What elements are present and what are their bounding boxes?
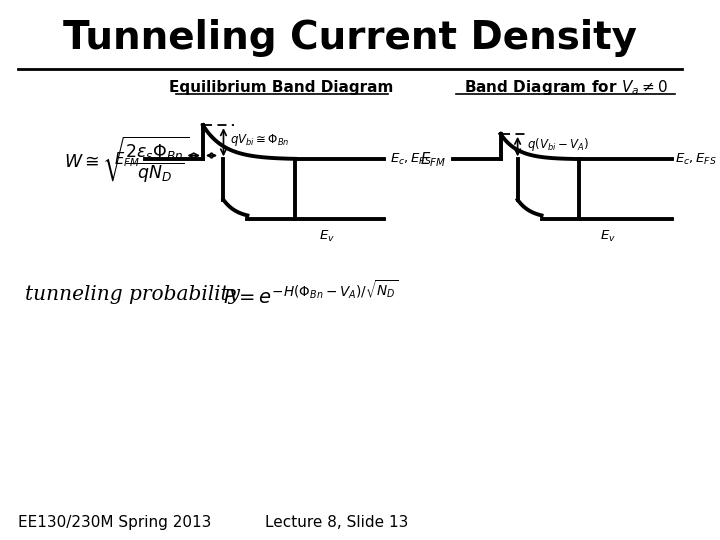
- Text: $qV_{bi}\cong\Phi_{Bn}$: $qV_{bi}\cong\Phi_{Bn}$: [230, 132, 289, 147]
- Text: tunneling probability: tunneling probability: [25, 285, 240, 304]
- Text: $P = e^{-H(\Phi_{Bn}-V_A)/\sqrt{N_D}}$: $P = e^{-H(\Phi_{Bn}-V_A)/\sqrt{N_D}}$: [223, 280, 399, 308]
- Text: Tunneling Current Density: Tunneling Current Density: [63, 19, 637, 57]
- Text: $E_v$: $E_v$: [319, 228, 336, 244]
- Text: $E_v$: $E_v$: [600, 228, 616, 244]
- Text: $E_c, E_{FS}$: $E_c, E_{FS}$: [390, 152, 431, 167]
- Text: Equilibrium Band Diagram: Equilibrium Band Diagram: [169, 80, 394, 95]
- Text: Band Diagram for $V_a\neq0$: Band Diagram for $V_a\neq0$: [464, 78, 667, 97]
- Text: $W \cong \sqrt{\dfrac{2\varepsilon_s\Phi_{Bn}}{qN_D}}$: $W \cong \sqrt{\dfrac{2\varepsilon_s\Phi…: [64, 134, 189, 185]
- Text: Lecture 8, Slide 13: Lecture 8, Slide 13: [265, 515, 408, 530]
- Text: $E_{FM}$: $E_{FM}$: [114, 150, 140, 168]
- Text: $q(V_{bi}-V_A)$: $q(V_{bi}-V_A)$: [526, 136, 588, 153]
- Text: $E_{FM}$: $E_{FM}$: [420, 150, 446, 168]
- Text: $E_c, E_{FS}$: $E_c, E_{FS}$: [675, 152, 717, 167]
- Text: EE130/230M Spring 2013: EE130/230M Spring 2013: [18, 515, 212, 530]
